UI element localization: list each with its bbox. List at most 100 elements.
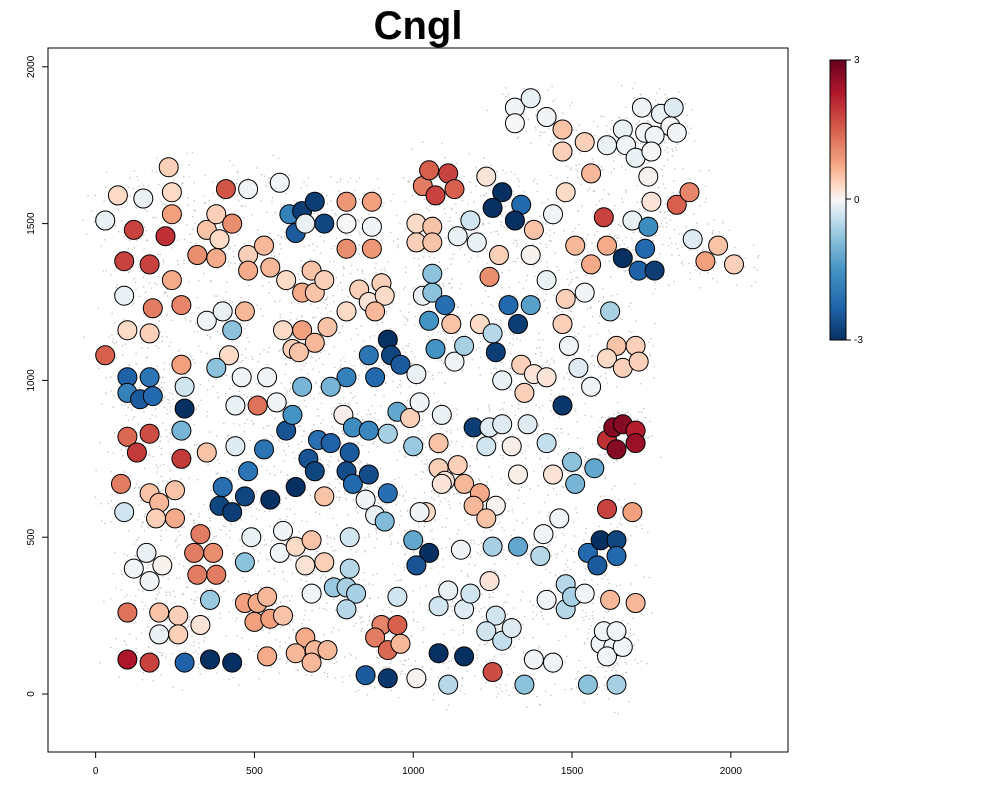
background-cell-dot: [614, 664, 616, 667]
background-cell-dot: [148, 282, 151, 284]
background-cell-dot: [452, 253, 455, 255]
background-cell-dot: [654, 322, 656, 325]
background-cell-dot: [279, 658, 281, 660]
background-cell-dot: [694, 265, 696, 267]
background-cell-dot: [548, 363, 551, 366]
background-cell-dot: [569, 104, 572, 107]
background-cell-dot: [491, 475, 493, 478]
background-cell-dot: [449, 220, 452, 223]
background-cell-dot: [289, 319, 292, 321]
background-cell-dot: [105, 270, 107, 272]
background-cell-dot: [347, 180, 349, 183]
background-cell-dot: [581, 609, 584, 612]
background-cell-dot: [481, 616, 484, 618]
background-cell-dot: [551, 316, 554, 319]
background-cell-dot: [470, 470, 472, 473]
background-cell-dot: [144, 208, 146, 211]
background-cell-dot: [553, 294, 555, 297]
background-cell-dot: [598, 686, 600, 689]
background-cell-dot: [450, 287, 453, 290]
background-cell-dot: [583, 643, 586, 645]
background-cell-dot: [344, 497, 347, 500]
background-cell-dot: [467, 523, 470, 525]
background-cell-dot: [417, 525, 420, 528]
background-cell-dot: [474, 166, 477, 169]
background-cell-dot: [285, 357, 287, 360]
background-cell-dot: [232, 422, 235, 425]
background-cell-dot: [496, 523, 499, 525]
background-cell-dot: [431, 374, 434, 377]
background-cell-dot: [575, 507, 577, 510]
background-cell-dot: [513, 173, 516, 175]
background-cell-dot: [353, 395, 356, 398]
background-cell-dot: [451, 610, 454, 612]
background-cell-dot: [443, 633, 445, 636]
background-cell-dot: [460, 246, 463, 249]
background-cell-dot: [460, 569, 463, 572]
background-cell-dot: [654, 99, 657, 102]
background-cell-dot: [534, 126, 536, 128]
background-cell-dot: [452, 647, 455, 649]
background-cell-dot: [432, 422, 435, 425]
background-cell-dot: [688, 262, 690, 265]
background-cell-dot: [512, 338, 514, 340]
background-cell-dot: [158, 384, 161, 387]
background-cell-dot: [413, 618, 415, 620]
background-cell-dot: [129, 195, 131, 197]
background-cell-dot: [339, 598, 341, 601]
background-cell-dot: [112, 406, 115, 409]
background-cell-dot: [592, 611, 594, 613]
background-cell-dot: [608, 610, 610, 612]
background-cell-dot: [493, 367, 495, 370]
background-cell-dot: [675, 149, 678, 152]
background-cell-dot: [152, 455, 155, 458]
background-cell-dot: [389, 662, 392, 664]
background-cell-dot: [217, 347, 220, 350]
background-cell-dot: [192, 358, 194, 361]
background-cell-dot: [476, 649, 479, 652]
background-cell-dot: [586, 189, 589, 192]
background-cell-dot: [444, 526, 447, 528]
background-cell-dot: [518, 185, 520, 187]
background-cell-dot: [412, 551, 415, 553]
background-cell-dot: [347, 514, 349, 516]
background-cell-dot: [630, 302, 632, 305]
background-cell-dot: [397, 696, 400, 699]
background-cell-dot: [624, 269, 626, 271]
background-cell-dot: [209, 280, 212, 282]
background-cell-dot: [711, 233, 714, 235]
background-cell-dot: [272, 154, 274, 157]
background-cell-dot: [238, 684, 240, 686]
background-cell-dot: [500, 224, 503, 226]
background-cell-dot: [587, 457, 590, 460]
background-cell-dot: [194, 362, 196, 364]
background-cell-dot: [414, 497, 416, 500]
background-cell-dot: [501, 93, 504, 96]
background-cell-dot: [636, 201, 639, 203]
background-cell-dot: [472, 437, 475, 440]
background-cell-dot: [299, 425, 302, 428]
background-cell-dot: [536, 614, 538, 616]
background-cell-dot: [581, 205, 583, 207]
background-cell-dot: [147, 527, 150, 529]
background-cell-dot: [478, 479, 481, 482]
background-cell-dot: [556, 493, 558, 496]
background-cell-dot: [532, 265, 534, 268]
background-cell-dot: [532, 636, 534, 639]
background-cell-dot: [213, 535, 216, 538]
background-cell-dot: [283, 449, 286, 452]
background-cell-dot: [502, 408, 504, 410]
background-cell-dot: [216, 295, 218, 297]
background-cell-dot: [318, 513, 321, 515]
background-cell-dot: [358, 244, 360, 246]
background-cell-dot: [498, 692, 500, 695]
background-cell-dot: [584, 414, 586, 417]
background-cell-dot: [104, 523, 106, 525]
background-cell-dot: [490, 164, 493, 167]
background-cell-dot: [328, 353, 330, 356]
background-cell-dot: [665, 226, 668, 228]
background-cell-dot: [386, 509, 389, 511]
background-cell-dot: [558, 308, 560, 311]
background-cell-dot: [331, 209, 333, 212]
background-cell-dot: [288, 389, 291, 392]
